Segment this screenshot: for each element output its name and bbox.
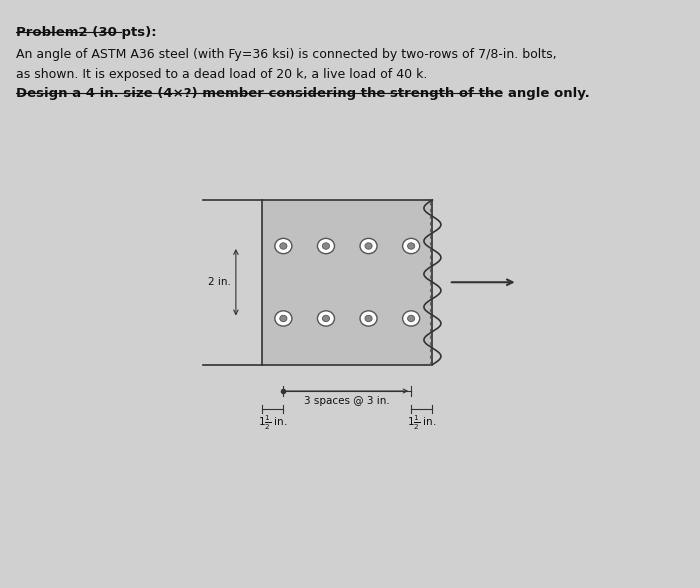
Circle shape (365, 315, 372, 322)
Circle shape (407, 243, 414, 249)
Circle shape (402, 311, 419, 326)
Circle shape (360, 311, 377, 326)
Circle shape (323, 243, 330, 249)
Text: $1\frac{1}{2}$ in.: $1\frac{1}{2}$ in. (258, 413, 288, 432)
Circle shape (402, 238, 419, 253)
Circle shape (275, 311, 292, 326)
Text: Design a 4 in. size (4×?) member considering the strength of the angle only.: Design a 4 in. size (4×?) member conside… (16, 87, 590, 100)
Circle shape (280, 315, 287, 322)
Circle shape (280, 243, 287, 249)
Circle shape (360, 238, 377, 253)
Circle shape (365, 243, 372, 249)
Text: 3 spaces @ 3 in.: 3 spaces @ 3 in. (304, 396, 390, 406)
Circle shape (323, 315, 330, 322)
Circle shape (407, 315, 414, 322)
Circle shape (317, 238, 335, 253)
Circle shape (275, 238, 292, 253)
Text: as shown. It is exposed to a dead load of 20 k, a live load of 40 k.: as shown. It is exposed to a dead load o… (16, 68, 428, 81)
Text: An angle of ASTM A36 steel (with Fy=36 ksi) is connected by two-rows of 7/8-in. : An angle of ASTM A36 steel (with Fy=36 k… (16, 48, 557, 61)
Circle shape (317, 311, 335, 326)
Text: $1\frac{1}{2}$ in.: $1\frac{1}{2}$ in. (407, 413, 437, 432)
Text: 2 in.: 2 in. (208, 277, 230, 288)
Text: Problem2 (30 pts):: Problem2 (30 pts): (16, 26, 157, 39)
Bar (262, 200, 433, 365)
